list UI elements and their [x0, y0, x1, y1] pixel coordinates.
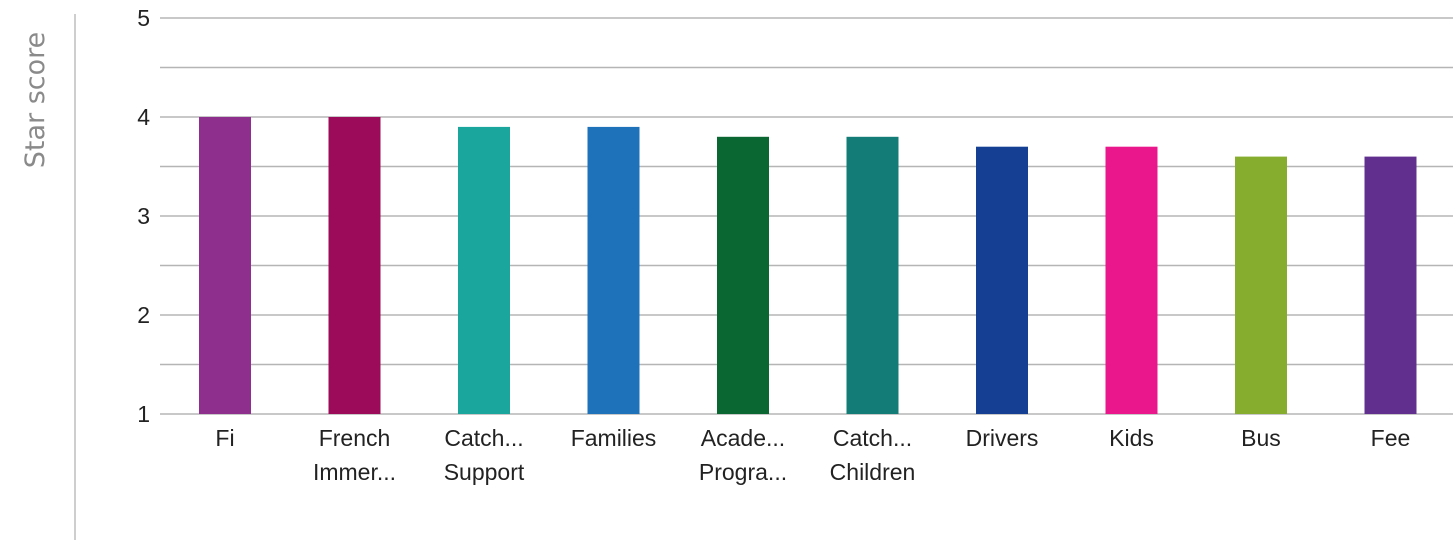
x-category-label-line: Fee	[1371, 425, 1411, 451]
x-category-label-line: Acade...	[701, 425, 785, 451]
y-tick-label: 2	[137, 302, 150, 328]
bar[interactable]	[199, 117, 251, 414]
x-category-label-line: Support	[444, 459, 525, 485]
y-tick-labels: 1 2 3 4 5	[137, 5, 150, 427]
bar[interactable]	[846, 136, 899, 415]
x-category-label: Kids	[1109, 425, 1154, 451]
x-category-label-line: Catch...	[833, 425, 912, 451]
x-category-label: Drivers	[966, 425, 1039, 451]
x-category-label: Fi	[215, 425, 234, 451]
bar[interactable]	[458, 126, 510, 415]
y-tick-label: 3	[137, 203, 150, 229]
x-category-label: Catch... Support	[444, 425, 525, 485]
x-category-label: Catch... Children	[830, 425, 916, 485]
x-category-label-line: Kids	[1109, 425, 1154, 451]
x-category-labels: Fi French Immer... Catch... Support Families A…	[215, 425, 1410, 485]
x-category-label: French Immer...	[313, 425, 396, 485]
x-category-label-line: French	[319, 425, 391, 451]
y-tick-label: 1	[137, 401, 150, 427]
y-tick-label: 4	[137, 104, 150, 130]
x-category-label: Fee	[1371, 425, 1411, 451]
x-category-label-line: Children	[830, 459, 916, 485]
y-axis-title: Star score	[20, 32, 51, 169]
bar[interactable]	[1105, 146, 1158, 414]
x-category-label-line: Drivers	[966, 425, 1039, 451]
x-category-label-line: Fi	[215, 425, 234, 451]
bars	[199, 117, 1417, 415]
bar[interactable]	[976, 146, 1028, 414]
x-category-label-line: Families	[571, 425, 657, 451]
x-category-label: Acade... Progra...	[699, 425, 787, 485]
x-category-label-line: Immer...	[313, 459, 396, 485]
bar[interactable]	[1235, 156, 1287, 414]
bar[interactable]	[1364, 156, 1417, 414]
x-category-label-line: Bus	[1241, 425, 1281, 451]
x-category-label-line: Catch...	[444, 425, 523, 451]
x-category-label: Families	[571, 425, 657, 451]
bar[interactable]	[328, 117, 381, 414]
x-category-label-line: Progra...	[699, 459, 787, 485]
bar[interactable]	[587, 126, 640, 415]
y-tick-label: 5	[137, 5, 150, 31]
x-category-label: Bus	[1241, 425, 1281, 451]
bar[interactable]	[717, 136, 769, 415]
